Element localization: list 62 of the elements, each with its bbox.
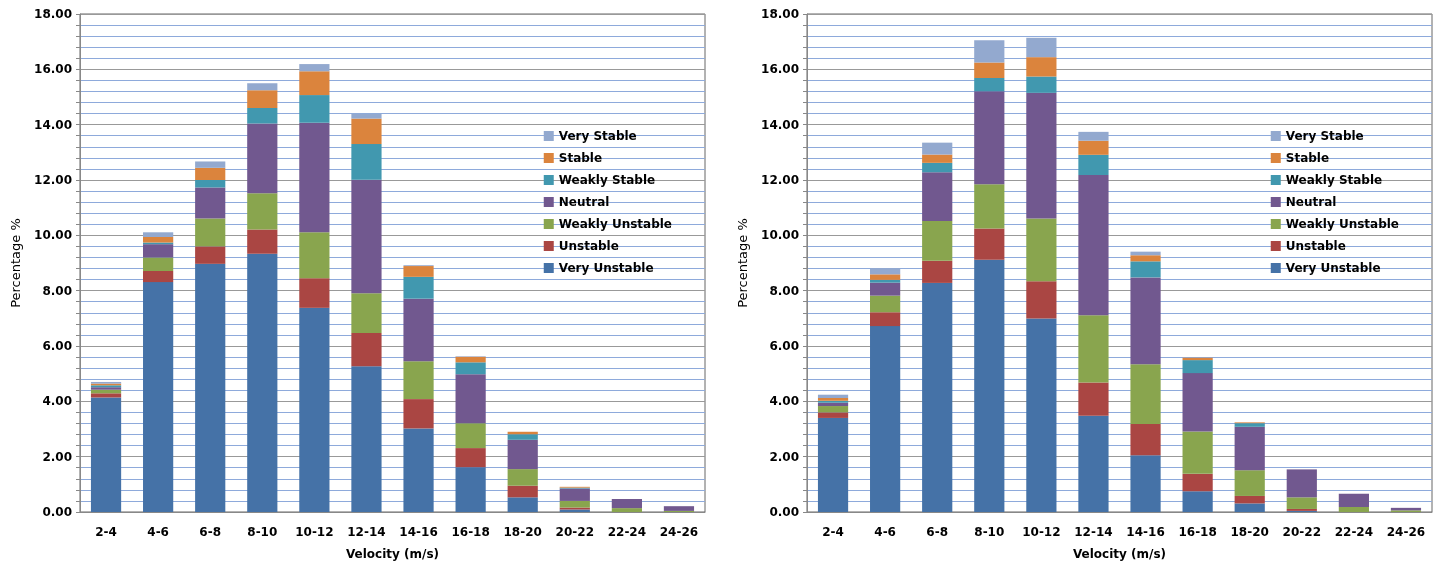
legend-label: Neutral xyxy=(558,195,610,209)
x-tick-label: 10-12 xyxy=(1022,525,1061,539)
x-tick-label: 18-20 xyxy=(503,525,542,539)
legend-label: Very Unstable xyxy=(558,261,654,275)
legend-label: Very Unstable xyxy=(1285,261,1381,275)
legend-label: Neutral xyxy=(1285,195,1337,209)
legend-label: Stable xyxy=(1285,151,1330,165)
x-tick-label: 6-8 xyxy=(199,525,222,539)
x-tick-label: 12-14 xyxy=(347,525,386,539)
y-tick-label: 6.00 xyxy=(769,339,799,353)
x-tick-label: 16-18 xyxy=(1178,525,1217,539)
y-tick-label: 2.00 xyxy=(769,449,799,464)
y-tick-label: 10.00 xyxy=(34,228,72,243)
x-tick-label: 18-20 xyxy=(1230,525,1269,539)
x-tick-label: 12-14 xyxy=(1074,525,1113,539)
y-tick-label: 0.00 xyxy=(769,505,799,519)
y-axis-title: Percentage % xyxy=(8,218,23,308)
x-tick-label: 20-22 xyxy=(555,525,594,539)
y-tick-label: 10.00 xyxy=(761,228,799,243)
y-tick-label: 2.00 xyxy=(42,449,72,464)
x-tick-label: 2-4 xyxy=(822,525,844,539)
x-tick-label: 22-24 xyxy=(1334,525,1374,539)
legend-label: Unstable xyxy=(558,239,619,253)
x-tick-label: 8-10 xyxy=(247,525,278,539)
y-tick-label: 16.00 xyxy=(761,62,799,77)
x-tick-label: 22-24 xyxy=(607,525,647,539)
y-tick-label: 4.00 xyxy=(42,394,72,409)
legend-label: Very Stable xyxy=(558,129,637,143)
x-tick-label: 16-18 xyxy=(451,525,490,539)
legend-label: Stable xyxy=(558,151,603,165)
y-tick-label: 12.00 xyxy=(34,173,72,187)
y-tick-label: 0.00 xyxy=(42,505,72,519)
x-tick-label: 6-8 xyxy=(926,525,949,539)
legend-label: Unstable xyxy=(1285,239,1346,253)
x-tick-label: 8-10 xyxy=(974,525,1005,539)
x-tick-label: 4-6 xyxy=(147,525,169,539)
y-tick-label: 4.00 xyxy=(769,394,799,409)
x-tick-label: 20-22 xyxy=(1282,525,1321,539)
x-axis-title: Velocity (m/s) xyxy=(1072,547,1167,561)
legend-label: Weakly Stable xyxy=(558,173,656,187)
y-tick-label: 14.00 xyxy=(761,117,799,132)
legend-label: Weakly Unstable xyxy=(558,217,673,231)
y-tick-label: 8.00 xyxy=(42,283,72,298)
x-axis-title: Velocity (m/s) xyxy=(345,547,440,561)
x-tick-label: 4-6 xyxy=(874,525,896,539)
y-tick-label: 8.00 xyxy=(769,283,799,298)
legend-label: Very Stable xyxy=(1285,129,1364,143)
y-tick-label: 18.00 xyxy=(761,7,799,21)
x-tick-label: 2-4 xyxy=(95,525,117,539)
x-tick-label: 24-26 xyxy=(659,525,699,539)
legend-label: Weakly Stable xyxy=(1285,173,1383,187)
x-tick-label: 14-16 xyxy=(1126,525,1165,539)
y-axis-title: Percentage % xyxy=(735,218,750,308)
y-tick-label: 6.00 xyxy=(42,339,72,353)
legend-label: Weakly Unstable xyxy=(1285,217,1400,231)
x-tick-label: 24-26 xyxy=(1386,525,1426,539)
x-tick-label: 10-12 xyxy=(295,525,334,539)
y-tick-label: 18.00 xyxy=(34,7,72,21)
y-tick-label: 14.00 xyxy=(34,117,72,132)
y-tick-label: 16.00 xyxy=(34,62,72,77)
x-tick-label: 14-16 xyxy=(399,525,438,539)
y-tick-label: 12.00 xyxy=(761,173,799,187)
